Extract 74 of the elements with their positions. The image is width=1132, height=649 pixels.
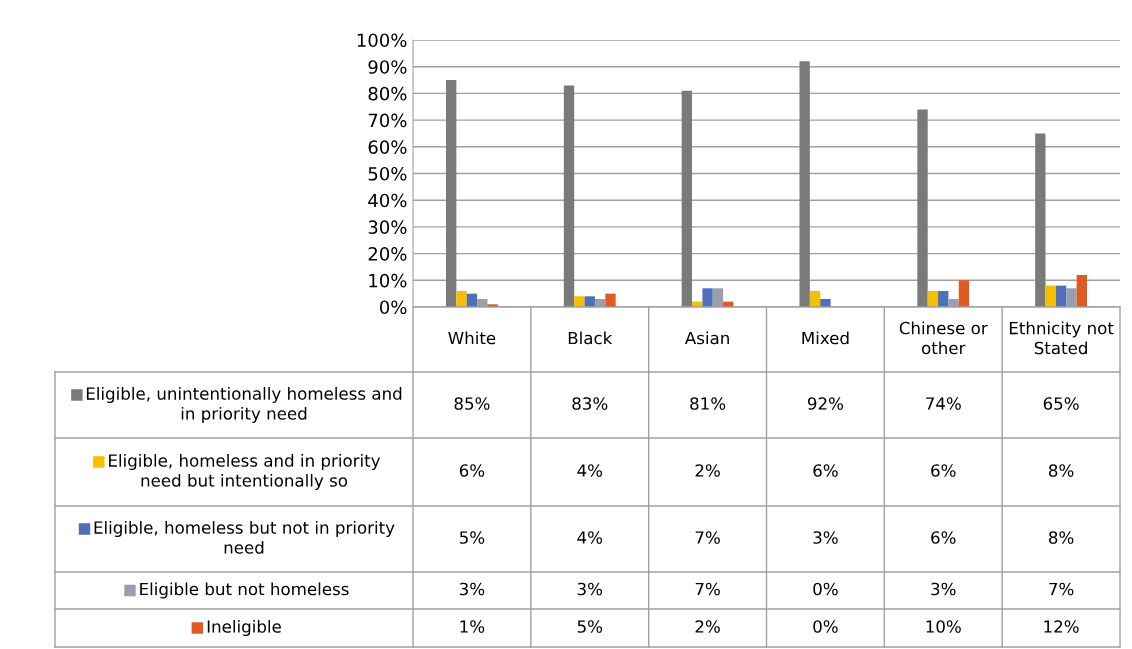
data-label: 81% [690, 397, 726, 410]
x-tick-label: Chinese or other [899, 321, 988, 355]
bar [958, 280, 970, 307]
data-label: 3% [577, 582, 603, 596]
bar [445, 80, 457, 307]
bar [917, 109, 928, 307]
y-tick-label: 70% [368, 113, 407, 128]
bar [1055, 285, 1067, 307]
x-tick-label: Black [568, 331, 613, 345]
data-label: 4% [577, 464, 603, 477]
data-label: 7% [695, 582, 720, 596]
bar [681, 90, 693, 307]
y-tick-label: 0% [379, 300, 407, 315]
data-label: 5% [577, 620, 603, 633]
legend-label: Eligible, homeless and in priority need but intentionally so [109, 453, 381, 491]
data-label: 8% [1048, 464, 1074, 477]
data-label: 3% [931, 582, 956, 596]
legend-label: Eligible but not homeless [140, 582, 349, 599]
data-label: 1% [460, 620, 485, 633]
data-label: 7% [1049, 582, 1074, 596]
bar [1045, 285, 1056, 307]
y-tick-label: 100% [357, 33, 407, 48]
y-tick-label: 10% [369, 273, 407, 288]
bar [574, 296, 585, 307]
data-label: 6% [931, 464, 956, 477]
bar [712, 288, 724, 307]
data-label: 0% [813, 620, 838, 633]
y-tick-label: 20% [368, 247, 407, 261]
data-label: 3% [459, 582, 485, 596]
bar [1066, 288, 1077, 307]
bar [1035, 133, 1046, 307]
data-label: 92% [807, 397, 844, 410]
x-tick-label: Asian [684, 331, 729, 345]
legend-label: Ineligible [207, 619, 281, 637]
bar [820, 298, 831, 307]
data-label: 2% [695, 464, 720, 477]
x-tick-label: Mixed [802, 331, 849, 345]
data-label: 10% [926, 620, 961, 633]
data-label: 0% [813, 582, 838, 596]
data-label: 74% [926, 397, 961, 410]
bar [809, 290, 821, 307]
bar [702, 288, 713, 307]
bar [605, 293, 616, 307]
y-tick-label: 30% [368, 220, 407, 235]
data-label: 7% [695, 531, 720, 544]
legend-label: Eligible, homeless but not in priority need [94, 520, 395, 554]
data-label: 8% [1048, 531, 1074, 544]
bar [456, 290, 467, 307]
legend-label: Eligible, unintentionally homeless and in priority need [86, 386, 402, 424]
data-label: 4% [577, 531, 603, 544]
y-tick-label: 40% [368, 193, 407, 208]
y-tick-label: 60% [368, 140, 407, 154]
data-label: 12% [1044, 620, 1079, 633]
x-tick-label: White [448, 331, 496, 345]
y-tick-label: 80% [368, 86, 407, 101]
bar [563, 85, 575, 307]
x-tick-label: Ethnicity not Stated [1009, 321, 1114, 355]
bar [584, 296, 595, 307]
data-label: 65% [1043, 397, 1079, 410]
data-label: 5% [459, 531, 485, 544]
data-label: 2% [695, 620, 720, 633]
data-label: 83% [572, 397, 608, 410]
data-label: 6% [931, 531, 956, 544]
bar [799, 61, 810, 307]
data-label: 6% [813, 464, 838, 477]
y-tick-label: 50% [368, 166, 407, 181]
data-label: 3% [813, 531, 838, 544]
data-label: 85% [454, 397, 490, 410]
bar [938, 290, 949, 307]
bar [948, 298, 959, 307]
data-label: 6% [459, 464, 485, 477]
bar [1076, 274, 1088, 307]
bar [927, 290, 939, 307]
y-tick-label: 90% [368, 60, 407, 74]
